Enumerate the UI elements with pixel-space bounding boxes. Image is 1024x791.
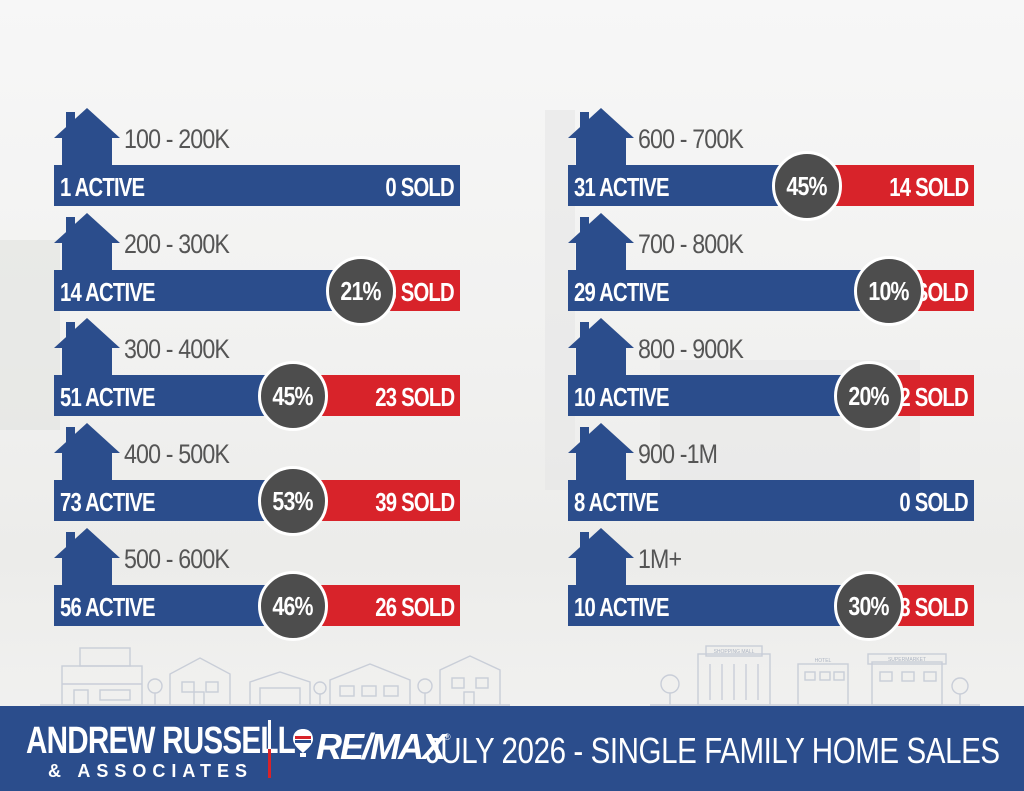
sold-count: 3 SOLD	[385, 277, 454, 307]
remax-logo: RE/MAX ®	[292, 726, 452, 772]
sold-count: 23 SOLD	[374, 382, 455, 412]
sold-percentage-badge: 10%	[854, 256, 924, 326]
brand-divider	[268, 720, 271, 778]
listing-bar: 8 ACTIVE 0 SOLD	[568, 480, 974, 521]
listing-bar: 10 ACTIVE 3 SOLD 30%	[568, 571, 974, 641]
sold-percentage-badge: 20%	[834, 361, 904, 431]
house-icon	[54, 423, 120, 489]
hot-air-balloon-icon	[293, 729, 313, 757]
house-icon	[568, 528, 634, 594]
price-range-row: 400 - 500K 73 ACTIVE 39 SOLD 53%	[54, 423, 460, 536]
houses-skyline-illustration	[40, 647, 510, 706]
active-count: 51 ACTIVE	[60, 382, 156, 412]
price-range-label: 900 -1M	[638, 439, 718, 469]
price-range-label: 400 - 500K	[124, 439, 230, 469]
sold-segment	[310, 480, 460, 521]
hotel-sign: HOTEL	[815, 658, 832, 664]
active-count: 8 ACTIVE	[574, 487, 659, 517]
listing-bar: 10 ACTIVE 2 SOLD 20%	[568, 361, 974, 431]
sold-percentage: 45%	[786, 171, 828, 201]
price-range-row: 100 - 200K 1 ACTIVE 0 SOLD	[54, 108, 460, 208]
house-icon	[568, 318, 634, 384]
price-range-row: 500 - 600K 56 ACTIVE 26 SOLD 46%	[54, 528, 460, 641]
commercial-skyline-illustration: SHOPPING MALL HOTEL SUPERMARKET	[650, 645, 980, 706]
sold-segment	[310, 585, 460, 626]
price-range-row: 300 - 400K 51 ACTIVE 23 SOLD 45%	[54, 318, 460, 431]
house-icon	[54, 528, 120, 594]
active-count: 14 ACTIVE	[60, 277, 156, 307]
supermarket-sign: SUPERMARKET	[888, 657, 926, 663]
price-range-row: 600 - 700K 31 ACTIVE 14 SOLD 45%	[568, 108, 974, 221]
listing-bar: 73 ACTIVE 39 SOLD 53%	[54, 466, 460, 536]
house-icon	[568, 108, 634, 174]
active-count: 31 ACTIVE	[574, 172, 670, 202]
remax-wordmark: RE/MAX	[316, 726, 446, 767]
sold-percentage: 20%	[848, 381, 890, 411]
sold-count: 0 SOLD	[899, 487, 968, 517]
brand-subtitle: & ASSOCIATES	[48, 761, 254, 781]
listing-bar: 31 ACTIVE 14 SOLD 45%	[568, 151, 974, 221]
active-count: 73 ACTIVE	[60, 487, 156, 517]
footer-bar: ANDREW RUSSELL & ASSOCIATES RE/MAX ® JUL…	[0, 706, 1024, 791]
sold-percentage-badge: 45%	[258, 361, 328, 431]
sold-percentage-badge: 53%	[258, 466, 328, 536]
report-title: JULY 2026 - SINGLE FAMILY HOME SALES	[426, 730, 1000, 771]
registered-mark: ®	[444, 732, 451, 742]
price-range-row: 800 - 900K 10 ACTIVE 2 SOLD 20%	[568, 318, 974, 431]
listing-bar: 51 ACTIVE 23 SOLD 45%	[54, 361, 460, 431]
house-icon	[568, 423, 634, 489]
sold-percentage-badge: 46%	[258, 571, 328, 641]
listing-bar: 1 ACTIVE 0 SOLD	[54, 165, 460, 206]
price-range-label: 1M+	[638, 544, 682, 574]
sold-count: 2 SOLD	[899, 382, 968, 412]
price-range-label: 600 - 700K	[638, 124, 744, 154]
house-icon	[568, 213, 634, 279]
price-range-row: 1M+ 10 ACTIVE 3 SOLD 30%	[568, 528, 974, 641]
house-icon	[54, 213, 120, 279]
price-range-label: 700 - 800K	[638, 229, 744, 259]
listing-bar: 29 ACTIVE 3 SOLD 10%	[568, 256, 974, 326]
listing-bar: 56 ACTIVE 26 SOLD 46%	[54, 571, 460, 641]
sold-percentage-badge: 21%	[326, 256, 396, 326]
price-range-label: 300 - 400K	[124, 334, 230, 364]
price-range-row: 700 - 800K 29 ACTIVE 3 SOLD 10%	[568, 213, 974, 326]
listing-bar: 14 ACTIVE 3 SOLD 21%	[54, 256, 460, 326]
house-icon	[54, 108, 120, 174]
sold-percentage: 53%	[272, 486, 314, 516]
sold-percentage-badge: 30%	[834, 571, 904, 641]
active-count: 10 ACTIVE	[574, 382, 670, 412]
price-range-row: 200 - 300K 14 ACTIVE 3 SOLD 21%	[54, 213, 460, 326]
house-icon	[54, 318, 120, 384]
sold-segment	[310, 375, 460, 416]
sold-count: 3 SOLD	[899, 592, 968, 622]
sold-percentage: 30%	[848, 591, 890, 621]
brand-name: ANDREW RUSSELL	[26, 720, 296, 762]
sold-count: 14 SOLD	[888, 172, 969, 202]
price-range-label: 800 - 900K	[638, 334, 744, 364]
active-count: 10 ACTIVE	[574, 592, 670, 622]
active-count: 1 ACTIVE	[60, 172, 145, 202]
price-range-label: 200 - 300K	[124, 229, 230, 259]
sold-segment	[824, 165, 974, 206]
sold-percentage: 45%	[272, 381, 314, 411]
sold-count: 0 SOLD	[385, 172, 454, 202]
sold-percentage-badge: 45%	[772, 151, 842, 221]
price-range-row: 900 -1M 8 ACTIVE 0 SOLD	[568, 423, 974, 523]
background-window	[0, 240, 60, 430]
sold-percentage: 10%	[868, 276, 910, 306]
price-range-label: 500 - 600K	[124, 544, 230, 574]
price-range-label: 100 - 200K	[124, 124, 230, 154]
mall-sign: SHOPPING MALL	[714, 649, 755, 655]
active-count: 29 ACTIVE	[574, 277, 670, 307]
active-count: 56 ACTIVE	[60, 592, 156, 622]
sold-count: 39 SOLD	[374, 487, 455, 517]
sold-percentage: 21%	[340, 276, 382, 306]
sold-count: 26 SOLD	[374, 592, 455, 622]
sold-percentage: 46%	[272, 591, 314, 621]
